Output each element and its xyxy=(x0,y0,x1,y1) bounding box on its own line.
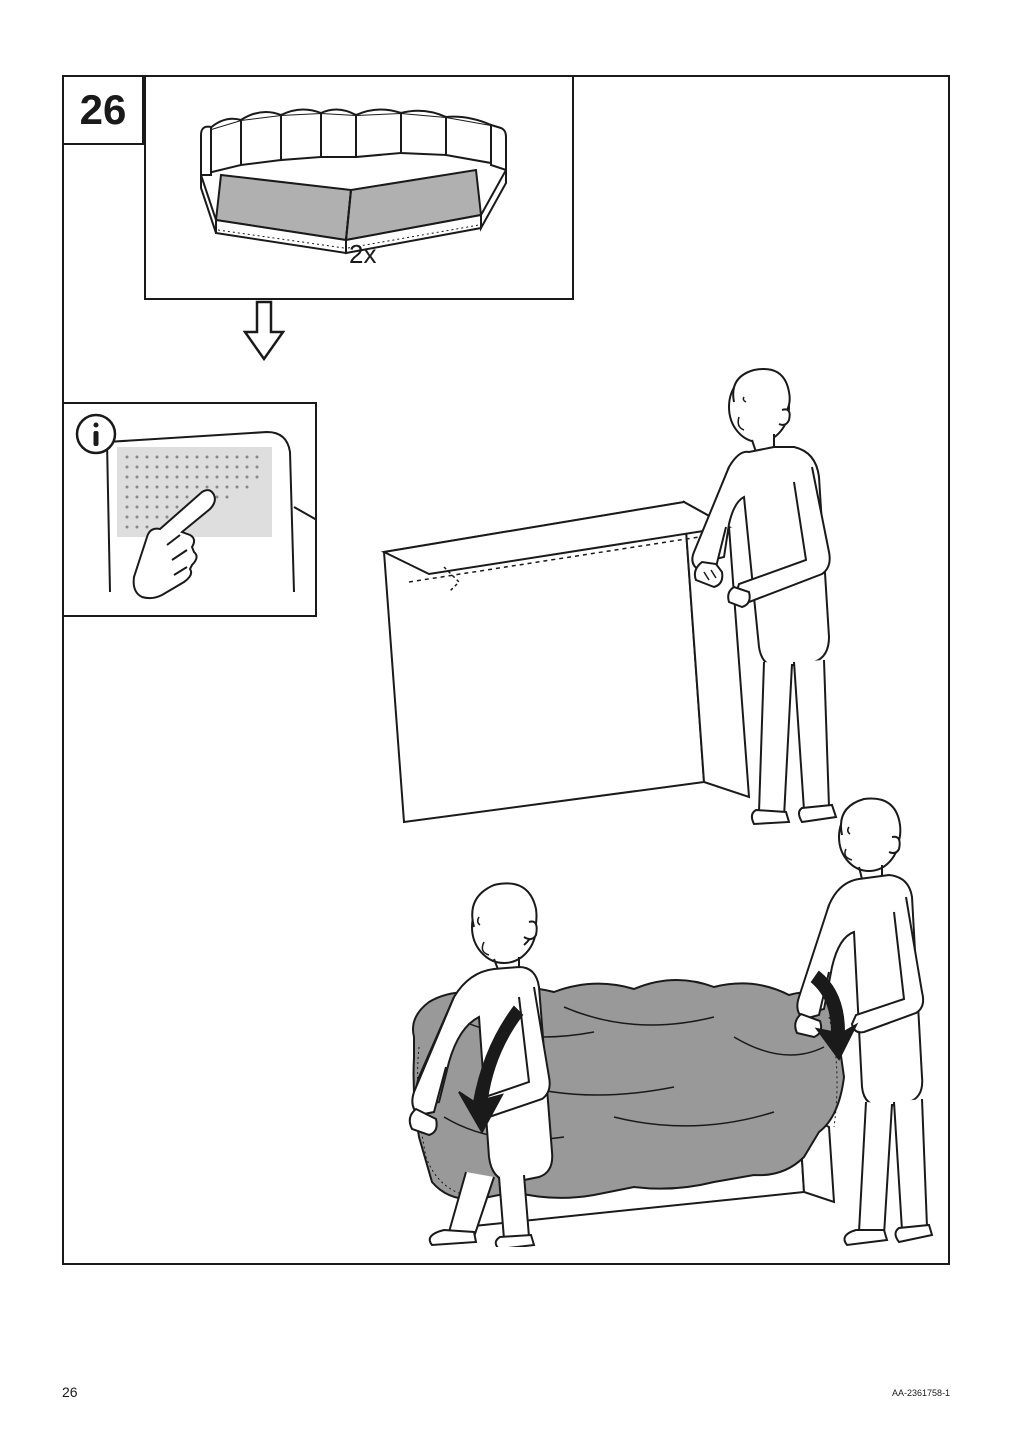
arrow-down-icon xyxy=(239,297,289,367)
quantity-label: 2x xyxy=(349,239,376,270)
document-reference: AA-2361758-1 xyxy=(892,1388,950,1398)
step-number: 26 xyxy=(80,86,127,134)
instruction-page: 26 xyxy=(62,75,950,1265)
step-number-box: 26 xyxy=(62,75,144,145)
info-icon xyxy=(74,412,119,457)
two-people-cover-illustration xyxy=(314,737,954,1247)
page-number: 26 xyxy=(62,1384,78,1400)
